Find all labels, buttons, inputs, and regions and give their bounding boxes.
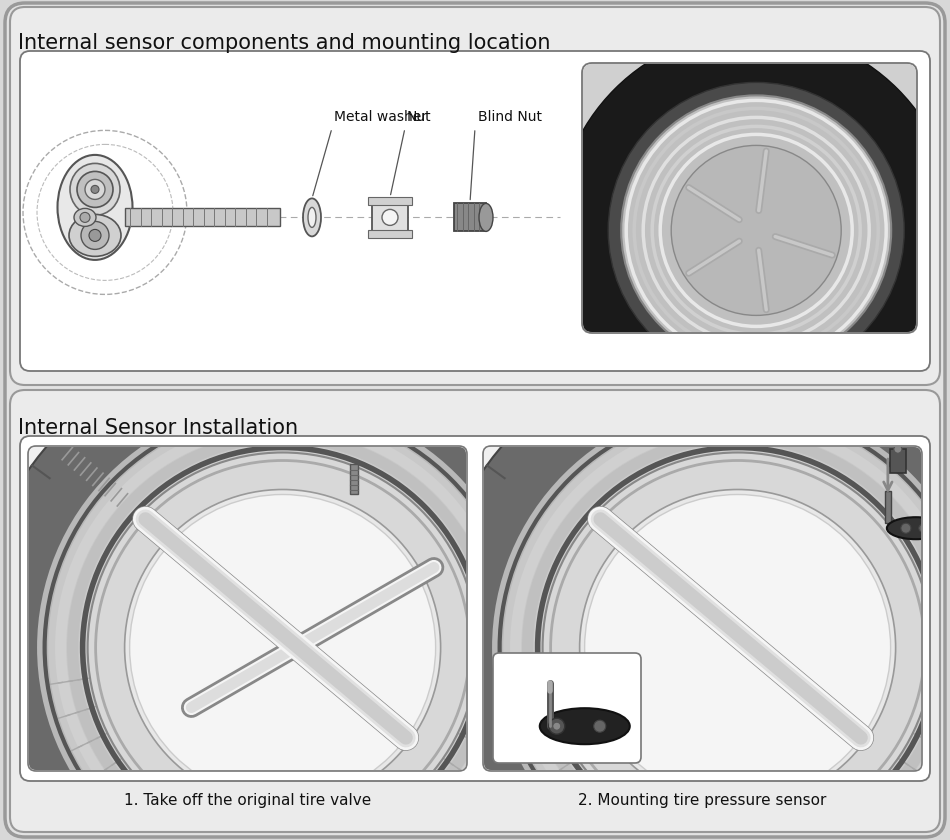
Ellipse shape bbox=[74, 208, 96, 227]
Circle shape bbox=[382, 209, 398, 225]
Circle shape bbox=[580, 490, 896, 806]
Circle shape bbox=[894, 445, 902, 454]
Circle shape bbox=[608, 82, 904, 378]
FancyBboxPatch shape bbox=[20, 51, 930, 371]
Text: Metal washer: Metal washer bbox=[334, 110, 427, 124]
FancyBboxPatch shape bbox=[20, 436, 930, 781]
Circle shape bbox=[901, 523, 911, 533]
Circle shape bbox=[87, 453, 478, 840]
Bar bbox=[372, 201, 408, 234]
Bar bbox=[125, 208, 280, 227]
Circle shape bbox=[43, 407, 522, 840]
Text: Blind Nut: Blind Nut bbox=[478, 110, 542, 124]
Ellipse shape bbox=[308, 207, 316, 228]
Circle shape bbox=[584, 495, 890, 801]
Circle shape bbox=[672, 145, 841, 315]
Circle shape bbox=[553, 722, 560, 730]
Circle shape bbox=[919, 524, 927, 533]
Circle shape bbox=[80, 213, 90, 223]
Ellipse shape bbox=[479, 203, 493, 231]
Text: 2. Mounting tire pressure sensor: 2. Mounting tire pressure sensor bbox=[579, 793, 826, 808]
Text: Internal Sensor Installation: Internal Sensor Installation bbox=[18, 418, 298, 438]
Circle shape bbox=[81, 222, 109, 249]
Bar bbox=[351, 465, 358, 494]
Bar bbox=[884, 491, 891, 523]
Ellipse shape bbox=[70, 164, 120, 215]
Circle shape bbox=[89, 229, 101, 241]
Ellipse shape bbox=[887, 517, 945, 539]
Bar bbox=[483, 446, 922, 771]
FancyBboxPatch shape bbox=[10, 390, 940, 832]
Circle shape bbox=[77, 171, 113, 207]
Bar bbox=[454, 203, 486, 231]
Circle shape bbox=[594, 720, 606, 732]
Circle shape bbox=[0, 338, 593, 840]
FancyBboxPatch shape bbox=[28, 446, 467, 771]
Text: Internal sensor components and mounting location: Internal sensor components and mounting … bbox=[18, 33, 550, 53]
Circle shape bbox=[542, 453, 933, 840]
Circle shape bbox=[428, 338, 950, 840]
Circle shape bbox=[85, 180, 105, 199]
Bar bbox=[368, 230, 412, 239]
Bar bbox=[890, 449, 906, 473]
Text: 1. Take off the original tire valve: 1. Take off the original tire valve bbox=[124, 793, 371, 808]
Circle shape bbox=[129, 495, 436, 801]
Circle shape bbox=[498, 407, 950, 840]
Circle shape bbox=[556, 30, 950, 430]
Bar bbox=[368, 197, 412, 206]
FancyBboxPatch shape bbox=[582, 63, 917, 333]
Bar bbox=[583, 64, 916, 332]
Ellipse shape bbox=[58, 155, 132, 260]
FancyBboxPatch shape bbox=[493, 653, 641, 763]
Circle shape bbox=[91, 186, 99, 193]
FancyBboxPatch shape bbox=[5, 3, 945, 837]
Ellipse shape bbox=[540, 708, 630, 744]
Circle shape bbox=[621, 96, 891, 365]
Circle shape bbox=[785, 356, 795, 366]
FancyBboxPatch shape bbox=[483, 446, 922, 771]
Circle shape bbox=[549, 718, 564, 734]
Ellipse shape bbox=[303, 198, 321, 236]
Ellipse shape bbox=[69, 214, 121, 256]
Circle shape bbox=[124, 490, 441, 806]
Bar bbox=[28, 446, 467, 771]
FancyBboxPatch shape bbox=[10, 7, 940, 385]
Text: Nut: Nut bbox=[407, 110, 431, 124]
